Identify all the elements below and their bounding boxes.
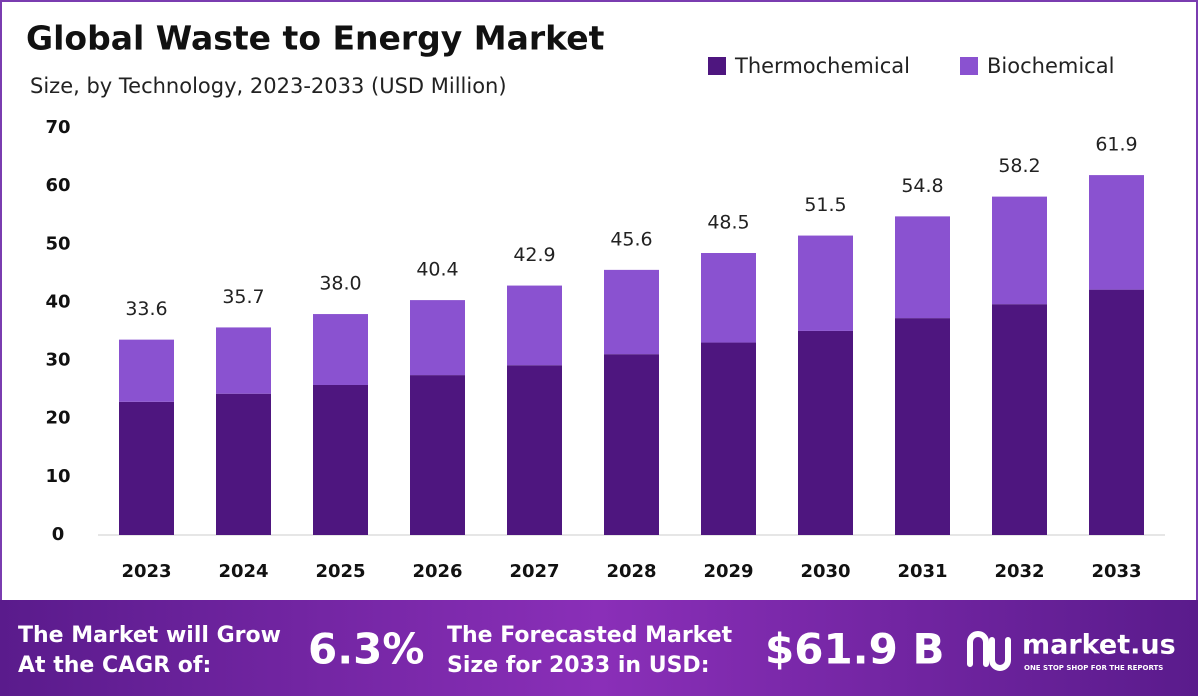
footer-label: The Forecasted Market	[447, 623, 733, 648]
y-tick-label: 0	[52, 524, 65, 545]
bar-segment	[119, 401, 174, 535]
bar-segment	[216, 327, 271, 394]
footer-value: 6.3%	[308, 625, 424, 674]
footer-label: The Market will Grow	[18, 623, 281, 648]
y-tick-label: 30	[45, 350, 70, 371]
total-label: 35.7	[222, 286, 264, 308]
bar-segment	[895, 216, 950, 319]
y-tick-label: 60	[45, 175, 70, 196]
bar-segment	[313, 384, 368, 535]
x-tick-label: 2024	[218, 561, 268, 582]
bar-segment	[216, 393, 271, 535]
legend-swatch	[708, 57, 726, 75]
x-tick-label: 2032	[994, 561, 1044, 582]
bar-segment	[410, 300, 465, 376]
x-tick-label: 2027	[509, 561, 559, 582]
footer-value: $61.9 B	[765, 625, 944, 674]
bar-segment	[1089, 175, 1144, 290]
legend-label: Biochemical	[987, 54, 1114, 78]
bar-segment	[313, 314, 368, 385]
bar-segment	[119, 339, 174, 402]
footer	[0, 600, 1198, 696]
bar-segment	[701, 342, 756, 535]
total-label: 51.5	[804, 194, 846, 216]
total-label: 42.9	[513, 244, 555, 266]
bar-segment	[507, 365, 562, 535]
total-label: 58.2	[998, 155, 1040, 177]
bar-segment	[798, 235, 853, 331]
y-tick-label: 70	[45, 117, 70, 138]
y-tick-label: 20	[45, 408, 70, 429]
chart-title: Global Waste to Energy Market	[26, 19, 605, 58]
total-label: 38.0	[319, 273, 361, 295]
total-label: 48.5	[707, 212, 749, 234]
y-tick-label: 50	[45, 233, 70, 254]
x-tick-label: 2029	[703, 561, 753, 582]
bar-segment	[604, 354, 659, 535]
bar-segment	[507, 285, 562, 366]
footer-label: At the CAGR of:	[18, 653, 211, 678]
footer-text: The Market will Grow At the CAGR of: 6.3…	[18, 623, 1176, 678]
x-tick-label: 2033	[1091, 561, 1141, 582]
chart-subtitle: Size, by Technology, 2023-2033 (USD Mill…	[30, 74, 507, 98]
x-tick-label: 2025	[315, 561, 365, 582]
bar-segment	[1089, 289, 1144, 535]
x-tick-label: 2026	[412, 561, 462, 582]
x-tick-label: 2030	[800, 561, 850, 582]
x-tick-label: 2023	[121, 561, 171, 582]
total-label: 45.6	[610, 228, 652, 250]
legend-label: Thermochemical	[734, 54, 910, 78]
total-label: 33.6	[125, 298, 167, 320]
x-tick-label: 2031	[897, 561, 947, 582]
brand: market.us	[1022, 630, 1176, 661]
total-label: 61.9	[1095, 134, 1137, 156]
x-tick-label: 2028	[606, 561, 656, 582]
y-tick-label: 40	[45, 291, 70, 312]
total-label: 54.8	[901, 175, 943, 197]
footer-label: Size for 2033 in USD:	[447, 653, 710, 678]
bar-segment	[992, 304, 1047, 535]
y-tick-label: 10	[45, 466, 70, 487]
logo-icon	[967, 631, 1011, 671]
bar-segment	[701, 253, 756, 343]
bar-segment	[604, 269, 659, 355]
legend-swatch	[960, 57, 978, 75]
bar-segment	[798, 330, 853, 535]
total-label: 40.4	[416, 259, 458, 281]
bar-segment	[895, 318, 950, 535]
bar-segment	[992, 196, 1047, 305]
bar-segment	[410, 375, 465, 535]
tagline: ONE STOP SHOP FOR THE REPORTS	[1024, 664, 1163, 672]
